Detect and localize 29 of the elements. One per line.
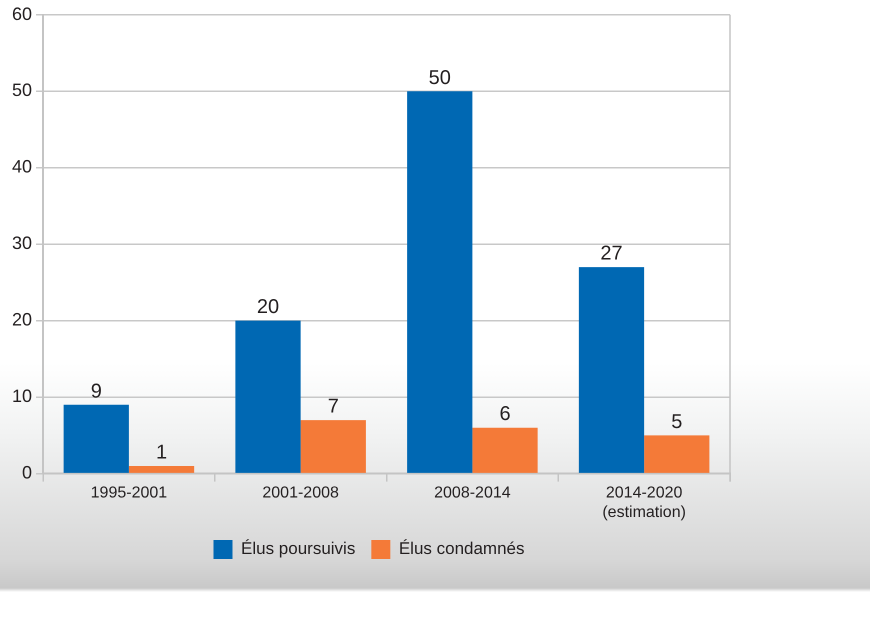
bar [644, 435, 710, 473]
data-label: 20 [256, 296, 280, 318]
data-label: 1 [156, 441, 168, 464]
x-tick-label: 2008-2014 [434, 484, 511, 502]
data-label: 5 [671, 410, 682, 433]
y-tick-label: 20 [12, 310, 32, 330]
data-label: 9 [90, 380, 102, 402]
y-tick-label: 40 [12, 156, 32, 177]
y-tick-label: 10 [12, 386, 32, 406]
x-tick-label: 2001-2008 [262, 484, 339, 502]
x-tick-label: 1995-2001 [90, 484, 168, 502]
bar [578, 267, 644, 473]
y-tick-label: 0 [22, 462, 32, 483]
data-label: 7 [328, 396, 339, 418]
bar [300, 420, 366, 473]
bar [128, 466, 194, 473]
x-tick-label: 2014-2020 (estimation) [602, 484, 686, 521]
bar [64, 404, 129, 473]
y-tick-label: 60 [12, 4, 32, 24]
data-label: 27 [600, 242, 623, 265]
legend-label: Élus condamnés [398, 539, 525, 558]
bar [235, 320, 301, 473]
data-label: 6 [499, 403, 511, 426]
y-tick-label: 50 [12, 80, 32, 100]
bar [407, 91, 472, 473]
data-label: 50 [428, 66, 451, 89]
y-tick-label: 30 [12, 233, 32, 254]
legend-label: Élus poursuivis [240, 539, 356, 558]
bar [472, 428, 538, 473]
